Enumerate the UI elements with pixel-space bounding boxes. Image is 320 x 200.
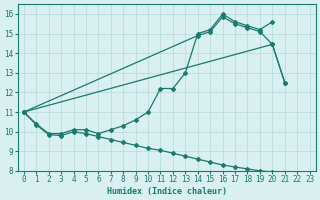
- X-axis label: Humidex (Indice chaleur): Humidex (Indice chaleur): [107, 187, 227, 196]
